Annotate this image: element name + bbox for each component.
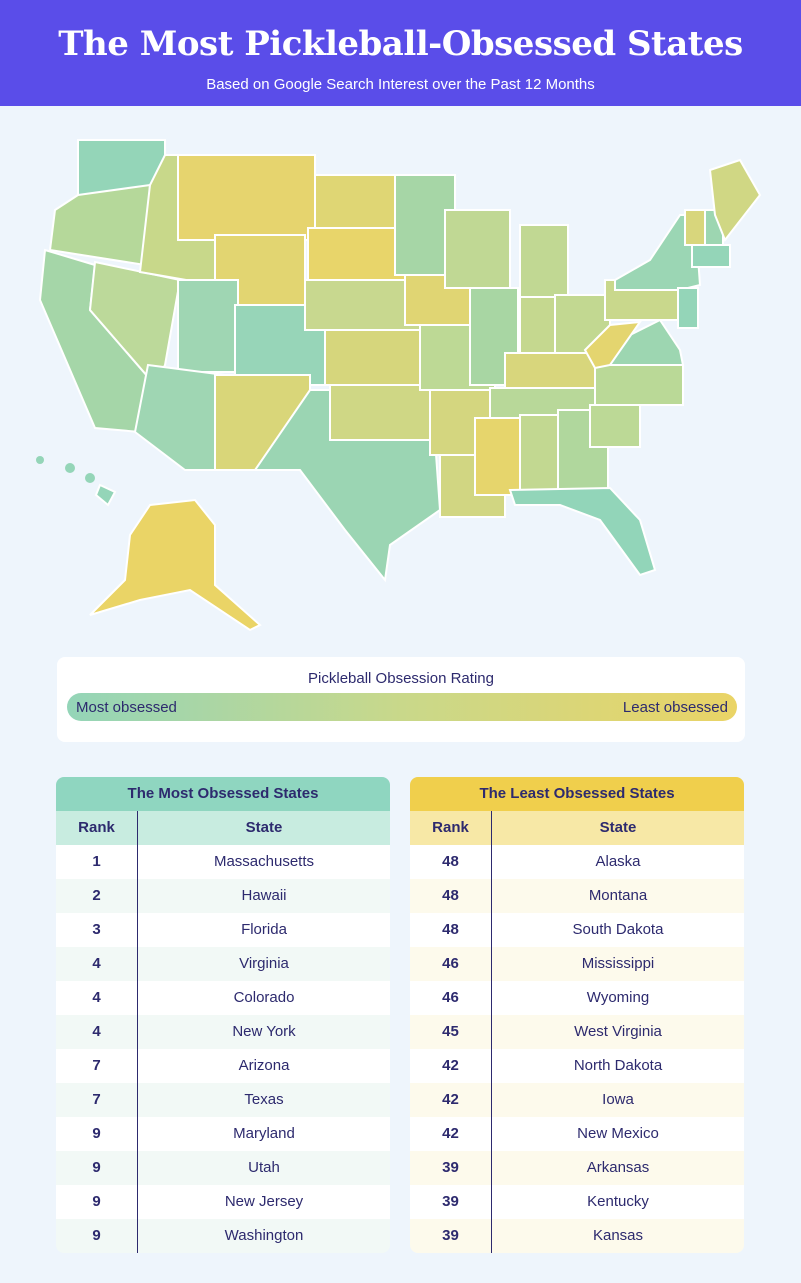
rank: 9 [56, 1117, 138, 1151]
rank: 42 [410, 1083, 492, 1117]
state: Virginia [239, 955, 289, 972]
table-row: 39 Kansas [410, 1219, 744, 1253]
rank: 2 [56, 879, 138, 913]
rank: 3 [56, 913, 138, 947]
header-row: Rank State [410, 811, 744, 845]
state: New Mexico [577, 1125, 659, 1142]
rank: 9 [56, 1151, 138, 1185]
column-header: State [245, 819, 283, 836]
state: Kentucky [587, 1193, 649, 1210]
table-row: 1 Massachusetts [56, 845, 390, 879]
header-row: Rank State [56, 811, 390, 845]
table-row: 9 New Jersey [56, 1185, 390, 1219]
table-row: 4 New York [56, 1015, 390, 1049]
table-row: 39 Kentucky [410, 1185, 744, 1219]
table-row: 9 Washington [56, 1219, 390, 1253]
table-row: 42 New Mexico [410, 1117, 744, 1151]
state: Kansas [592, 1227, 644, 1244]
state: North Dakota [573, 1057, 663, 1074]
table-row: 4 Colorado [56, 981, 390, 1015]
state: Iowa [602, 1091, 634, 1108]
state: West Virginia [574, 1023, 662, 1040]
rank: 4 [56, 947, 138, 981]
legend-gradient: Most obsessed Least obsessed [67, 693, 737, 721]
column-header: State [599, 819, 637, 836]
rank: 39 [410, 1151, 492, 1185]
column-header: Rank [56, 811, 138, 845]
state: Arkansas [586, 1159, 650, 1176]
rank: 42 [410, 1117, 492, 1151]
table-row: 9 Utah [56, 1151, 390, 1185]
state: Colorado [233, 989, 295, 1006]
state: Hawaii [241, 887, 287, 904]
rank: 45 [410, 1015, 492, 1049]
state: Maryland [233, 1125, 295, 1142]
rank: 48 [410, 913, 492, 947]
rank: 7 [56, 1049, 138, 1083]
state: New Jersey [224, 1193, 304, 1210]
legend-low: Most obsessed [76, 699, 177, 716]
state: Mississippi [581, 955, 655, 972]
column-header: Rank [410, 811, 492, 845]
title: The Most Pickleball-Obsessed States [58, 24, 743, 64]
state: Wyoming [586, 989, 650, 1006]
rank: 9 [56, 1185, 138, 1219]
rank: 46 [410, 947, 492, 981]
state: Washington [224, 1227, 304, 1244]
table-row: 46 Mississippi [410, 947, 744, 981]
rank: 39 [410, 1185, 492, 1219]
table-row: 7 Texas [56, 1083, 390, 1117]
table-title: The Least Obsessed States [410, 777, 744, 811]
table-title: The Most Obsessed States [56, 777, 390, 811]
table-row: 42 North Dakota [410, 1049, 744, 1083]
table-row: 48 South Dakota [410, 913, 744, 947]
table-row: 4 Virginia [56, 947, 390, 981]
rank: 1 [56, 845, 138, 879]
rank: 9 [56, 1219, 138, 1253]
state: New York [232, 1023, 296, 1040]
rank: 4 [56, 981, 138, 1015]
state: Utah [248, 1159, 280, 1176]
table-row: 48 Alaska [410, 845, 744, 879]
legend: Pickleball Obsession Rating Most obsesse… [57, 657, 745, 742]
state: Montana [588, 887, 648, 904]
table-row: 2 Hawaii [56, 879, 390, 913]
table-most: The Most Obsessed States Rank State 1 Massac… [56, 777, 390, 1253]
legend-high: Least obsessed [622, 699, 728, 716]
rank: 4 [56, 1015, 138, 1049]
table-row: 46 Wyoming [410, 981, 744, 1015]
state: South Dakota [572, 921, 664, 938]
rank: 48 [410, 879, 492, 913]
rank: 48 [410, 845, 492, 879]
state: Massachusetts [213, 853, 315, 870]
state: Texas [244, 1091, 284, 1108]
table-row: 42 Iowa [410, 1083, 744, 1117]
table-row: 48 Montana [410, 879, 744, 913]
header: The Most Pickleball-Obsessed States Base… [0, 0, 801, 106]
rank: 39 [410, 1219, 492, 1253]
table-row: 3 Florida [56, 913, 390, 947]
rank: 46 [410, 981, 492, 1015]
rank: 42 [410, 1049, 492, 1083]
table-row: 7 Arizona [56, 1049, 390, 1083]
subtitle: Based on Google Search Interest over the… [206, 76, 595, 93]
legend-title: Pickleball Obsession Rating [308, 670, 494, 687]
state: Florida [241, 921, 287, 938]
table-row: 39 Arkansas [410, 1151, 744, 1185]
us-map [36, 139, 762, 632]
table-row: 9 Maryland [56, 1117, 390, 1151]
state: Alaska [595, 853, 641, 870]
table-least: The Least Obsessed States Rank State 48 Alas… [410, 777, 744, 1253]
table-row: 45 West Virginia [410, 1015, 744, 1049]
rank: 7 [56, 1083, 138, 1117]
state: Arizona [238, 1057, 290, 1074]
